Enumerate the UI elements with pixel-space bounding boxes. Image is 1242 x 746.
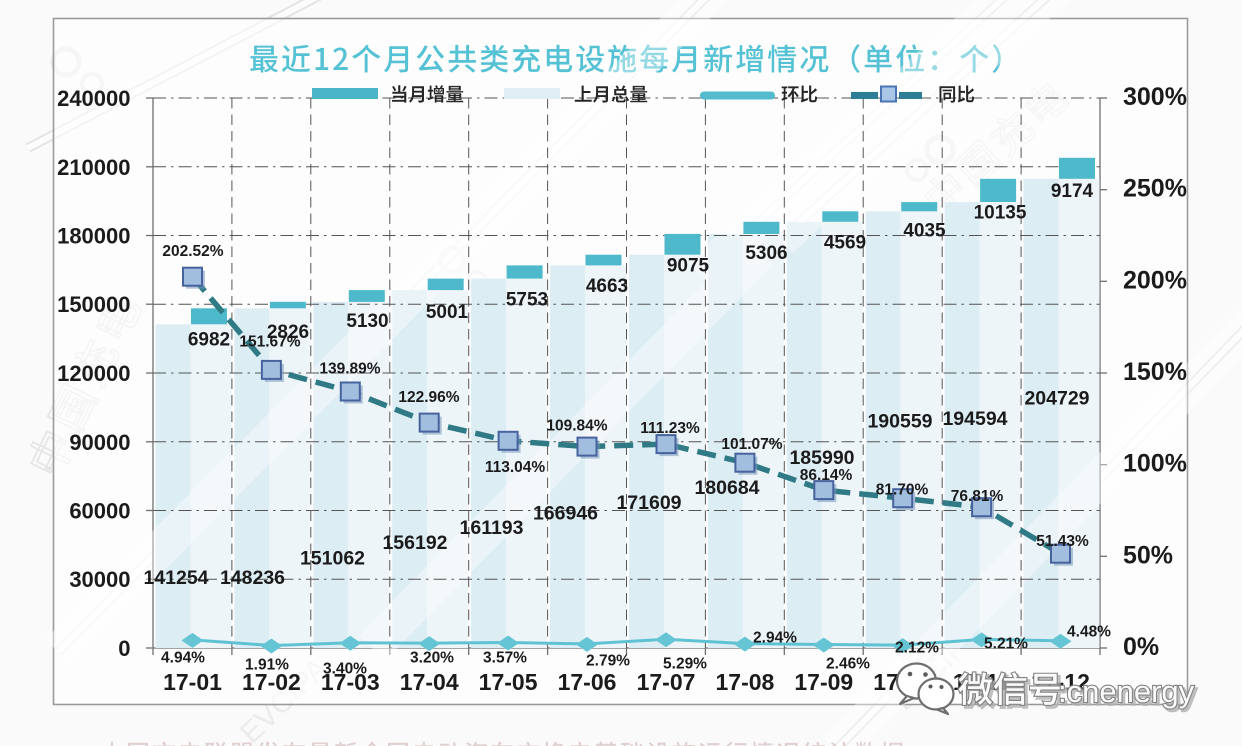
- svg-text:151062: 151062: [300, 548, 365, 570]
- svg-text::cnenergy: :cnenergy: [1061, 677, 1198, 712]
- svg-text:148236: 148236: [220, 567, 285, 589]
- svg-text:2826: 2826: [267, 322, 309, 343]
- svg-text:5.29%: 5.29%: [663, 656, 707, 673]
- svg-text:2.46%: 2.46%: [826, 656, 870, 673]
- svg-text:202.52%: 202.52%: [162, 243, 223, 260]
- svg-text:166946: 166946: [533, 503, 598, 525]
- svg-text:50%: 50%: [1123, 541, 1173, 569]
- svg-text:180684: 180684: [694, 477, 759, 499]
- svg-text:240000: 240000: [57, 86, 130, 111]
- svg-text:100%: 100%: [1123, 450, 1187, 478]
- svg-text:194594: 194594: [942, 408, 1007, 430]
- svg-text:17-09: 17-09: [794, 669, 853, 695]
- svg-text:3.57%: 3.57%: [483, 650, 527, 667]
- svg-text:2.79%: 2.79%: [586, 653, 630, 670]
- svg-text:161193: 161193: [460, 517, 524, 539]
- svg-text:30000: 30000: [69, 567, 130, 592]
- svg-text:151.67%: 151.67%: [239, 334, 300, 351]
- svg-text:5001: 5001: [426, 302, 469, 323]
- svg-text:17-03: 17-03: [321, 669, 380, 695]
- svg-text:200%: 200%: [1123, 266, 1187, 294]
- svg-text:300%: 300%: [1123, 83, 1187, 111]
- svg-text:156192: 156192: [382, 532, 447, 554]
- svg-text:150%: 150%: [1123, 358, 1187, 386]
- svg-text:9174: 9174: [1051, 181, 1094, 202]
- svg-text:6982: 6982: [188, 330, 230, 351]
- svg-text:0%: 0%: [1123, 633, 1159, 661]
- svg-text:5306: 5306: [745, 243, 787, 264]
- svg-text:2.94%: 2.94%: [753, 630, 797, 647]
- svg-text:17-08: 17-08: [715, 669, 774, 695]
- svg-text:10135: 10135: [974, 203, 1027, 224]
- svg-text:190559: 190559: [867, 411, 932, 433]
- svg-text:122.96%: 122.96%: [398, 389, 459, 406]
- svg-text:180000: 180000: [57, 224, 130, 249]
- svg-text:51.43%: 51.43%: [1036, 533, 1089, 550]
- svg-text:4663: 4663: [586, 276, 628, 297]
- svg-text:204729: 204729: [1024, 388, 1089, 410]
- svg-text:101.07%: 101.07%: [721, 436, 782, 453]
- svg-text:86.14%: 86.14%: [800, 467, 853, 484]
- svg-text:5.21%: 5.21%: [984, 636, 1028, 653]
- svg-text:150000: 150000: [57, 292, 130, 317]
- svg-text:250%: 250%: [1123, 175, 1187, 203]
- svg-text:1.91%: 1.91%: [245, 657, 289, 674]
- svg-text:109.84%: 109.84%: [546, 418, 607, 435]
- svg-text:17-07: 17-07: [637, 669, 696, 695]
- svg-text:17-06: 17-06: [558, 669, 617, 695]
- svg-text:3.20%: 3.20%: [410, 650, 454, 667]
- svg-text:4.94%: 4.94%: [161, 650, 205, 667]
- svg-text:17-05: 17-05: [479, 669, 538, 695]
- svg-text:90000: 90000: [69, 430, 130, 455]
- svg-text:76.81%: 76.81%: [951, 488, 1004, 505]
- svg-text:17-02: 17-02: [242, 669, 301, 695]
- svg-text:111.23%: 111.23%: [640, 420, 700, 437]
- svg-text:9075: 9075: [667, 256, 710, 277]
- svg-text:139.89%: 139.89%: [319, 361, 380, 378]
- svg-text:0: 0: [118, 636, 130, 661]
- svg-text::cnenergy: :cnenergy: [1058, 674, 1195, 709]
- svg-text:4.48%: 4.48%: [1067, 624, 1111, 641]
- svg-text:171609: 171609: [616, 492, 681, 514]
- svg-text:141254: 141254: [143, 567, 208, 589]
- svg-text:81.70%: 81.70%: [876, 482, 929, 499]
- svg-text:60000: 60000: [69, 499, 130, 524]
- svg-text:3.40%: 3.40%: [323, 661, 367, 678]
- svg-text:185990: 185990: [789, 447, 854, 469]
- svg-text:17-04: 17-04: [400, 669, 459, 695]
- svg-text:5753: 5753: [506, 290, 548, 311]
- svg-text:210000: 210000: [57, 155, 130, 180]
- svg-text:4569: 4569: [824, 233, 866, 254]
- svg-text:5130: 5130: [346, 311, 388, 332]
- svg-text:113.04%: 113.04%: [485, 459, 546, 476]
- svg-text:4035: 4035: [903, 221, 946, 242]
- svg-text:2.12%: 2.12%: [895, 640, 939, 657]
- svg-text:120000: 120000: [57, 361, 130, 386]
- svg-text:17-01: 17-01: [163, 669, 222, 695]
